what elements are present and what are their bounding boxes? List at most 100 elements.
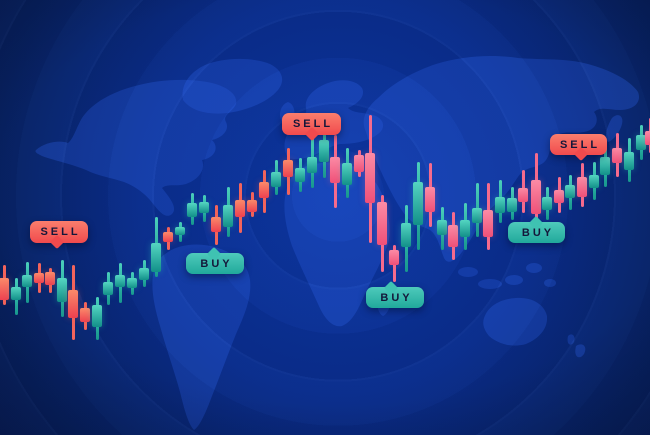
candle-body xyxy=(151,243,161,272)
candle-body xyxy=(600,157,610,175)
candlestick xyxy=(247,192,257,217)
candle-body xyxy=(483,210,493,237)
candlestick xyxy=(401,205,411,272)
candlestick xyxy=(283,148,293,195)
candle-body xyxy=(235,200,245,217)
candle-body xyxy=(115,275,125,287)
candlestick xyxy=(175,222,185,242)
candlestick xyxy=(460,203,470,250)
candlestick xyxy=(413,162,423,250)
candlestick xyxy=(448,212,458,260)
candlestick xyxy=(45,268,55,293)
candlestick xyxy=(389,245,399,282)
candle-body xyxy=(565,185,575,198)
candle-body xyxy=(437,220,447,235)
candlestick xyxy=(22,262,32,303)
candle-body xyxy=(636,135,646,150)
candle-body xyxy=(175,227,185,235)
buy-badge[interactable]: BUY xyxy=(508,215,565,243)
candle-body xyxy=(283,160,293,177)
candlestick xyxy=(589,162,599,200)
candlestick xyxy=(330,135,340,208)
buy-badge[interactable]: BUY xyxy=(366,280,424,308)
buy-badge-label: BUY xyxy=(521,226,555,239)
candle-body xyxy=(92,305,102,327)
candlestick xyxy=(636,125,646,160)
candlestick xyxy=(542,187,552,220)
candlestick xyxy=(377,195,387,272)
candle-body xyxy=(377,202,387,245)
candle-body xyxy=(68,290,78,318)
sell-badge[interactable]: SELL xyxy=(550,134,607,162)
candle-body xyxy=(45,272,55,285)
candlestick xyxy=(354,150,364,177)
candle-body xyxy=(80,308,90,322)
candle-body xyxy=(365,153,375,203)
candle-body xyxy=(389,250,399,265)
candlestick xyxy=(0,265,9,305)
candlestick xyxy=(307,138,317,188)
candle-body xyxy=(518,188,528,202)
candle-body xyxy=(448,225,458,247)
candle-body xyxy=(319,140,329,162)
candlestick xyxy=(57,260,67,317)
sell-badge-label: SELL xyxy=(559,138,601,151)
candlestick xyxy=(518,170,528,213)
candlestick xyxy=(612,133,622,177)
candle-body xyxy=(163,232,173,242)
candle-body xyxy=(401,223,411,247)
candlestick xyxy=(295,158,305,192)
candle-body xyxy=(259,182,269,198)
candle-body xyxy=(460,220,470,237)
candlestick xyxy=(507,187,517,220)
candle-body xyxy=(307,157,317,173)
buy-badge[interactable]: BUY xyxy=(186,246,244,274)
sell-badge[interactable]: SELL xyxy=(30,221,88,250)
candlestick xyxy=(565,175,575,210)
candle-body xyxy=(425,187,435,212)
candle-body xyxy=(542,197,552,210)
sell-badge[interactable]: SELL xyxy=(282,113,341,142)
candlestick xyxy=(425,163,435,227)
candlestick xyxy=(600,140,610,187)
candlestick xyxy=(319,132,329,178)
candlestick xyxy=(187,193,197,225)
candlestick xyxy=(365,115,375,243)
candlestick xyxy=(163,227,173,250)
candle-body xyxy=(507,198,517,212)
candle-body xyxy=(211,217,221,232)
candlestick xyxy=(645,118,650,153)
candlestick xyxy=(624,138,634,182)
candle-body xyxy=(624,152,634,170)
candle-body xyxy=(223,205,233,227)
candlestick xyxy=(577,163,587,207)
candlestick xyxy=(80,302,90,330)
candle-body xyxy=(139,268,149,280)
candle-body xyxy=(247,200,257,212)
candle-body xyxy=(330,157,340,183)
candlestick xyxy=(483,183,493,250)
candle-body xyxy=(271,172,281,187)
candlestick xyxy=(151,217,161,277)
candlestick xyxy=(472,183,482,237)
candlestick xyxy=(554,177,564,213)
sell-badge-label: SELL xyxy=(292,118,334,130)
candlestick xyxy=(223,187,233,237)
candlestick xyxy=(531,153,541,225)
candle-body xyxy=(57,278,67,302)
candlestick xyxy=(11,278,21,315)
candlestick xyxy=(235,183,245,233)
candlestick xyxy=(211,205,221,245)
candle-body xyxy=(612,148,622,163)
candlestick xyxy=(68,265,78,340)
candlestick xyxy=(199,195,209,222)
buy-badge-label: BUY xyxy=(200,257,233,270)
candlestick xyxy=(437,207,447,250)
candle-body xyxy=(589,175,599,188)
candlestick xyxy=(127,272,137,295)
candle-body xyxy=(199,202,209,213)
sell-badge-label: SELL xyxy=(40,226,81,238)
candlestick xyxy=(103,272,113,305)
